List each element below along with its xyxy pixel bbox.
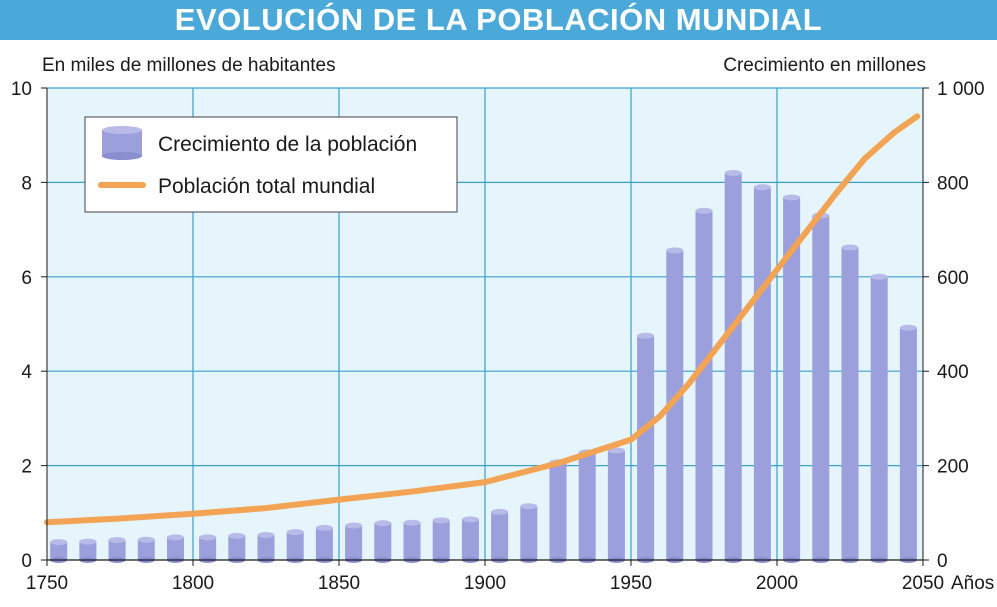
bar-1794 bbox=[166, 534, 184, 563]
population-line bbox=[44, 113, 921, 526]
right-tick-label: 0 bbox=[937, 551, 948, 572]
left-tick-label: 4 bbox=[21, 362, 32, 383]
x-tick-label: 1900 bbox=[464, 573, 506, 594]
bar-1784 bbox=[137, 536, 155, 563]
bar-1895 bbox=[461, 516, 479, 563]
x-tick-label: 1800 bbox=[172, 573, 214, 594]
bar-1835 bbox=[286, 529, 304, 563]
bar-1925 bbox=[549, 459, 567, 563]
right-tick-label: 400 bbox=[937, 362, 969, 383]
title-bar: EVOLUCIÓN DE LA POBLACIÓN MUNDIAL bbox=[0, 0, 997, 40]
bar-2025 bbox=[841, 244, 859, 563]
bar-1975 bbox=[695, 207, 713, 563]
x-tick-label: 1950 bbox=[610, 573, 652, 594]
left-axis-label: En miles de millones de habitantes bbox=[42, 55, 336, 76]
bar-2005 bbox=[783, 194, 801, 563]
right-tick-label: 1 000 bbox=[937, 79, 985, 100]
x-tick-label: 1750 bbox=[26, 573, 68, 594]
left-tick-label: 0 bbox=[21, 551, 32, 572]
bar-1845 bbox=[315, 524, 333, 563]
legend-line-label: Población total mundial bbox=[158, 175, 375, 198]
bar-1935 bbox=[578, 449, 596, 563]
bar-1774 bbox=[108, 537, 126, 563]
right-tick-label: 600 bbox=[937, 268, 969, 289]
bar-1815 bbox=[228, 532, 246, 563]
right-axis-label: Crecimiento en millones bbox=[723, 55, 926, 76]
x-unit-label: Años bbox=[951, 573, 994, 594]
axis-ticks: 0 2 4 6 8 10 0 200 400 600 800 1 000 1750 1800 1850 190… bbox=[11, 79, 994, 594]
bar-1885 bbox=[432, 517, 450, 563]
legend-box bbox=[84, 116, 458, 213]
left-tick-label: 6 bbox=[21, 268, 32, 289]
x-tick-label: 1850 bbox=[318, 573, 360, 594]
bar-1754 bbox=[50, 539, 68, 563]
legend: Crecimiento de la población Población to… bbox=[84, 116, 458, 213]
bar-1985 bbox=[724, 169, 742, 563]
bar-series bbox=[50, 169, 917, 563]
x-tick-label: 2050 bbox=[902, 573, 944, 594]
left-tick-label: 8 bbox=[21, 173, 32, 194]
bar-2015 bbox=[812, 212, 830, 563]
bar-1995 bbox=[753, 184, 771, 563]
bar-1805 bbox=[199, 534, 217, 563]
x-tick-label: 2000 bbox=[756, 573, 798, 594]
bar-2045 bbox=[899, 324, 917, 563]
bar-1825 bbox=[257, 531, 275, 563]
legend-bar-swatch bbox=[102, 126, 142, 160]
bar-1915 bbox=[520, 503, 538, 563]
left-tick-label: 10 bbox=[11, 79, 32, 100]
bar-2035 bbox=[870, 273, 888, 563]
left-tick-label: 2 bbox=[21, 457, 32, 478]
bar-1855 bbox=[345, 522, 363, 563]
bar-1955 bbox=[637, 332, 655, 563]
bar-1945 bbox=[607, 447, 625, 563]
bar-1764 bbox=[79, 538, 97, 563]
bar-1865 bbox=[374, 520, 392, 563]
bar-1875 bbox=[403, 519, 421, 563]
legend-bar-label: Crecimiento de la población bbox=[158, 133, 417, 156]
bar-1905 bbox=[491, 508, 509, 563]
chart-title: EVOLUCIÓN DE LA POBLACIÓN MUNDIAL bbox=[174, 2, 823, 37]
right-tick-label: 200 bbox=[937, 457, 969, 478]
right-tick-label: 800 bbox=[937, 173, 969, 194]
